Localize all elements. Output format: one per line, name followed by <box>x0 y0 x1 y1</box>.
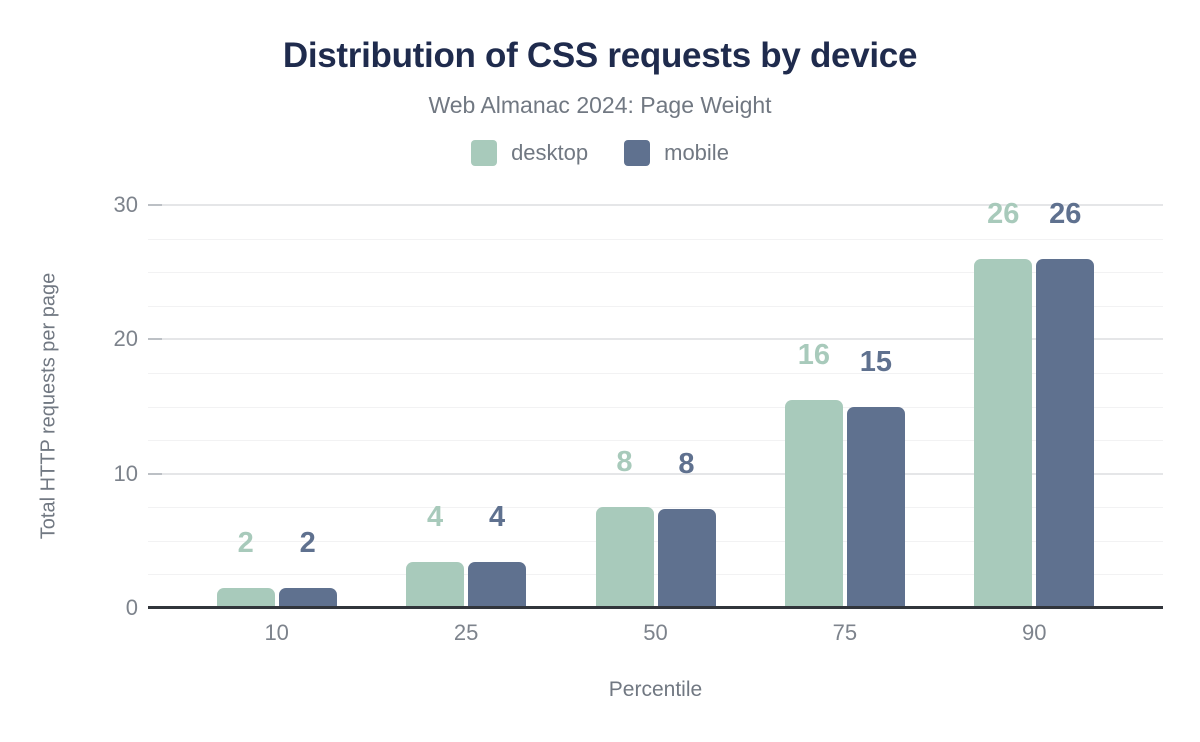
bar-value-label-mobile-p25: 4 <box>489 501 506 534</box>
x-tick-label-90: 90 <box>1022 620 1047 645</box>
minor-gridline-y12.5 <box>148 440 1163 442</box>
bar-group-p75: 16 15 <box>784 340 905 608</box>
bar-value-label-desktop-p75: 16 <box>797 338 831 371</box>
legend-label-mobile: mobile <box>664 140 729 165</box>
y-tick-mark-20 <box>148 338 162 341</box>
bar-value-label-mobile-p75: 15 <box>859 345 893 378</box>
major-gridline-y10 <box>148 472 1163 475</box>
bar-desktop-p50[interactable]: 8 <box>595 448 654 608</box>
bar-desktop-p90[interactable]: 26 <box>974 199 1033 608</box>
x-tick-label-10: 10 <box>264 620 289 645</box>
minor-gridline-y25 <box>148 272 1163 274</box>
minor-gridline-y7.5 <box>148 507 1163 509</box>
x-tick-label-25: 25 <box>453 620 479 645</box>
bar-value-label-mobile-p50: 8 <box>678 447 695 480</box>
minor-gridline-y5 <box>148 540 1163 542</box>
bar-value-label-desktop-p90: 26 <box>987 197 1020 230</box>
bar-group-p90: 26 26 <box>974 199 1095 608</box>
bar-value-label-desktop-p50: 8 <box>616 446 633 479</box>
y-tick-mark-30 <box>148 204 162 206</box>
minor-gridline-y15 <box>148 406 1163 408</box>
minor-gridline-y22.5 <box>148 305 1163 307</box>
y-tick-mark-10 <box>148 472 162 475</box>
bar-value-label-desktop-p10: 2 <box>237 526 254 559</box>
minor-gridline-y2.5 <box>148 574 1163 576</box>
x-axis-title: Percentile <box>608 678 703 701</box>
chart-subtitle: Web Almanac 2024: Page Weight <box>428 92 772 118</box>
bar-mobile-p75[interactable]: 15 <box>846 347 905 608</box>
x-tick-label-50: 50 <box>643 620 668 645</box>
y-tick-label-30: 30 <box>113 192 138 217</box>
y-tick-label-10: 10 <box>113 460 138 486</box>
y-tick-label-0: 0 <box>125 595 138 620</box>
legend-label-desktop: desktop <box>511 140 589 165</box>
bar-value-label-mobile-p10: 2 <box>299 526 316 559</box>
bar-value-label-desktop-p25: 4 <box>427 501 444 534</box>
minor-gridline-y27.5 <box>148 238 1163 240</box>
bar-desktop-p25[interactable]: 4 <box>406 503 465 608</box>
bar-mobile-p10[interactable]: 2 <box>278 528 337 608</box>
x-tick-label-75: 75 <box>832 620 858 645</box>
y-tick-label-20: 20 <box>113 326 138 352</box>
bar-desktop-p10[interactable]: 2 <box>216 528 275 608</box>
x-axis-line <box>148 606 1163 609</box>
legend: desktop mobile <box>0 140 1200 166</box>
plot-area: 2 2 4 4 8 8 16 15 26 26 <box>148 199 1163 609</box>
major-gridline-y20 <box>148 338 1163 341</box>
legend-item-desktop[interactable]: desktop <box>471 140 588 166</box>
bar-mobile-p50[interactable]: 8 <box>657 449 716 608</box>
y-axis-title: Total HTTP requests per page <box>37 272 60 540</box>
bar-mobile-p25[interactable]: 4 <box>468 503 527 608</box>
bar-desktop-p75[interactable]: 16 <box>784 340 843 608</box>
minor-gridline-y17.5 <box>148 372 1163 374</box>
major-gridline-y30 <box>148 204 1163 206</box>
mobile-swatch-icon <box>624 140 651 166</box>
bar-value-label-mobile-p90: 26 <box>1049 197 1082 230</box>
legend-item-mobile[interactable]: mobile <box>624 140 729 166</box>
chart-title: Distribution of CSS requests by device <box>282 36 918 75</box>
desktop-swatch-icon <box>471 140 498 166</box>
bar-mobile-p90[interactable]: 26 <box>1036 199 1095 608</box>
